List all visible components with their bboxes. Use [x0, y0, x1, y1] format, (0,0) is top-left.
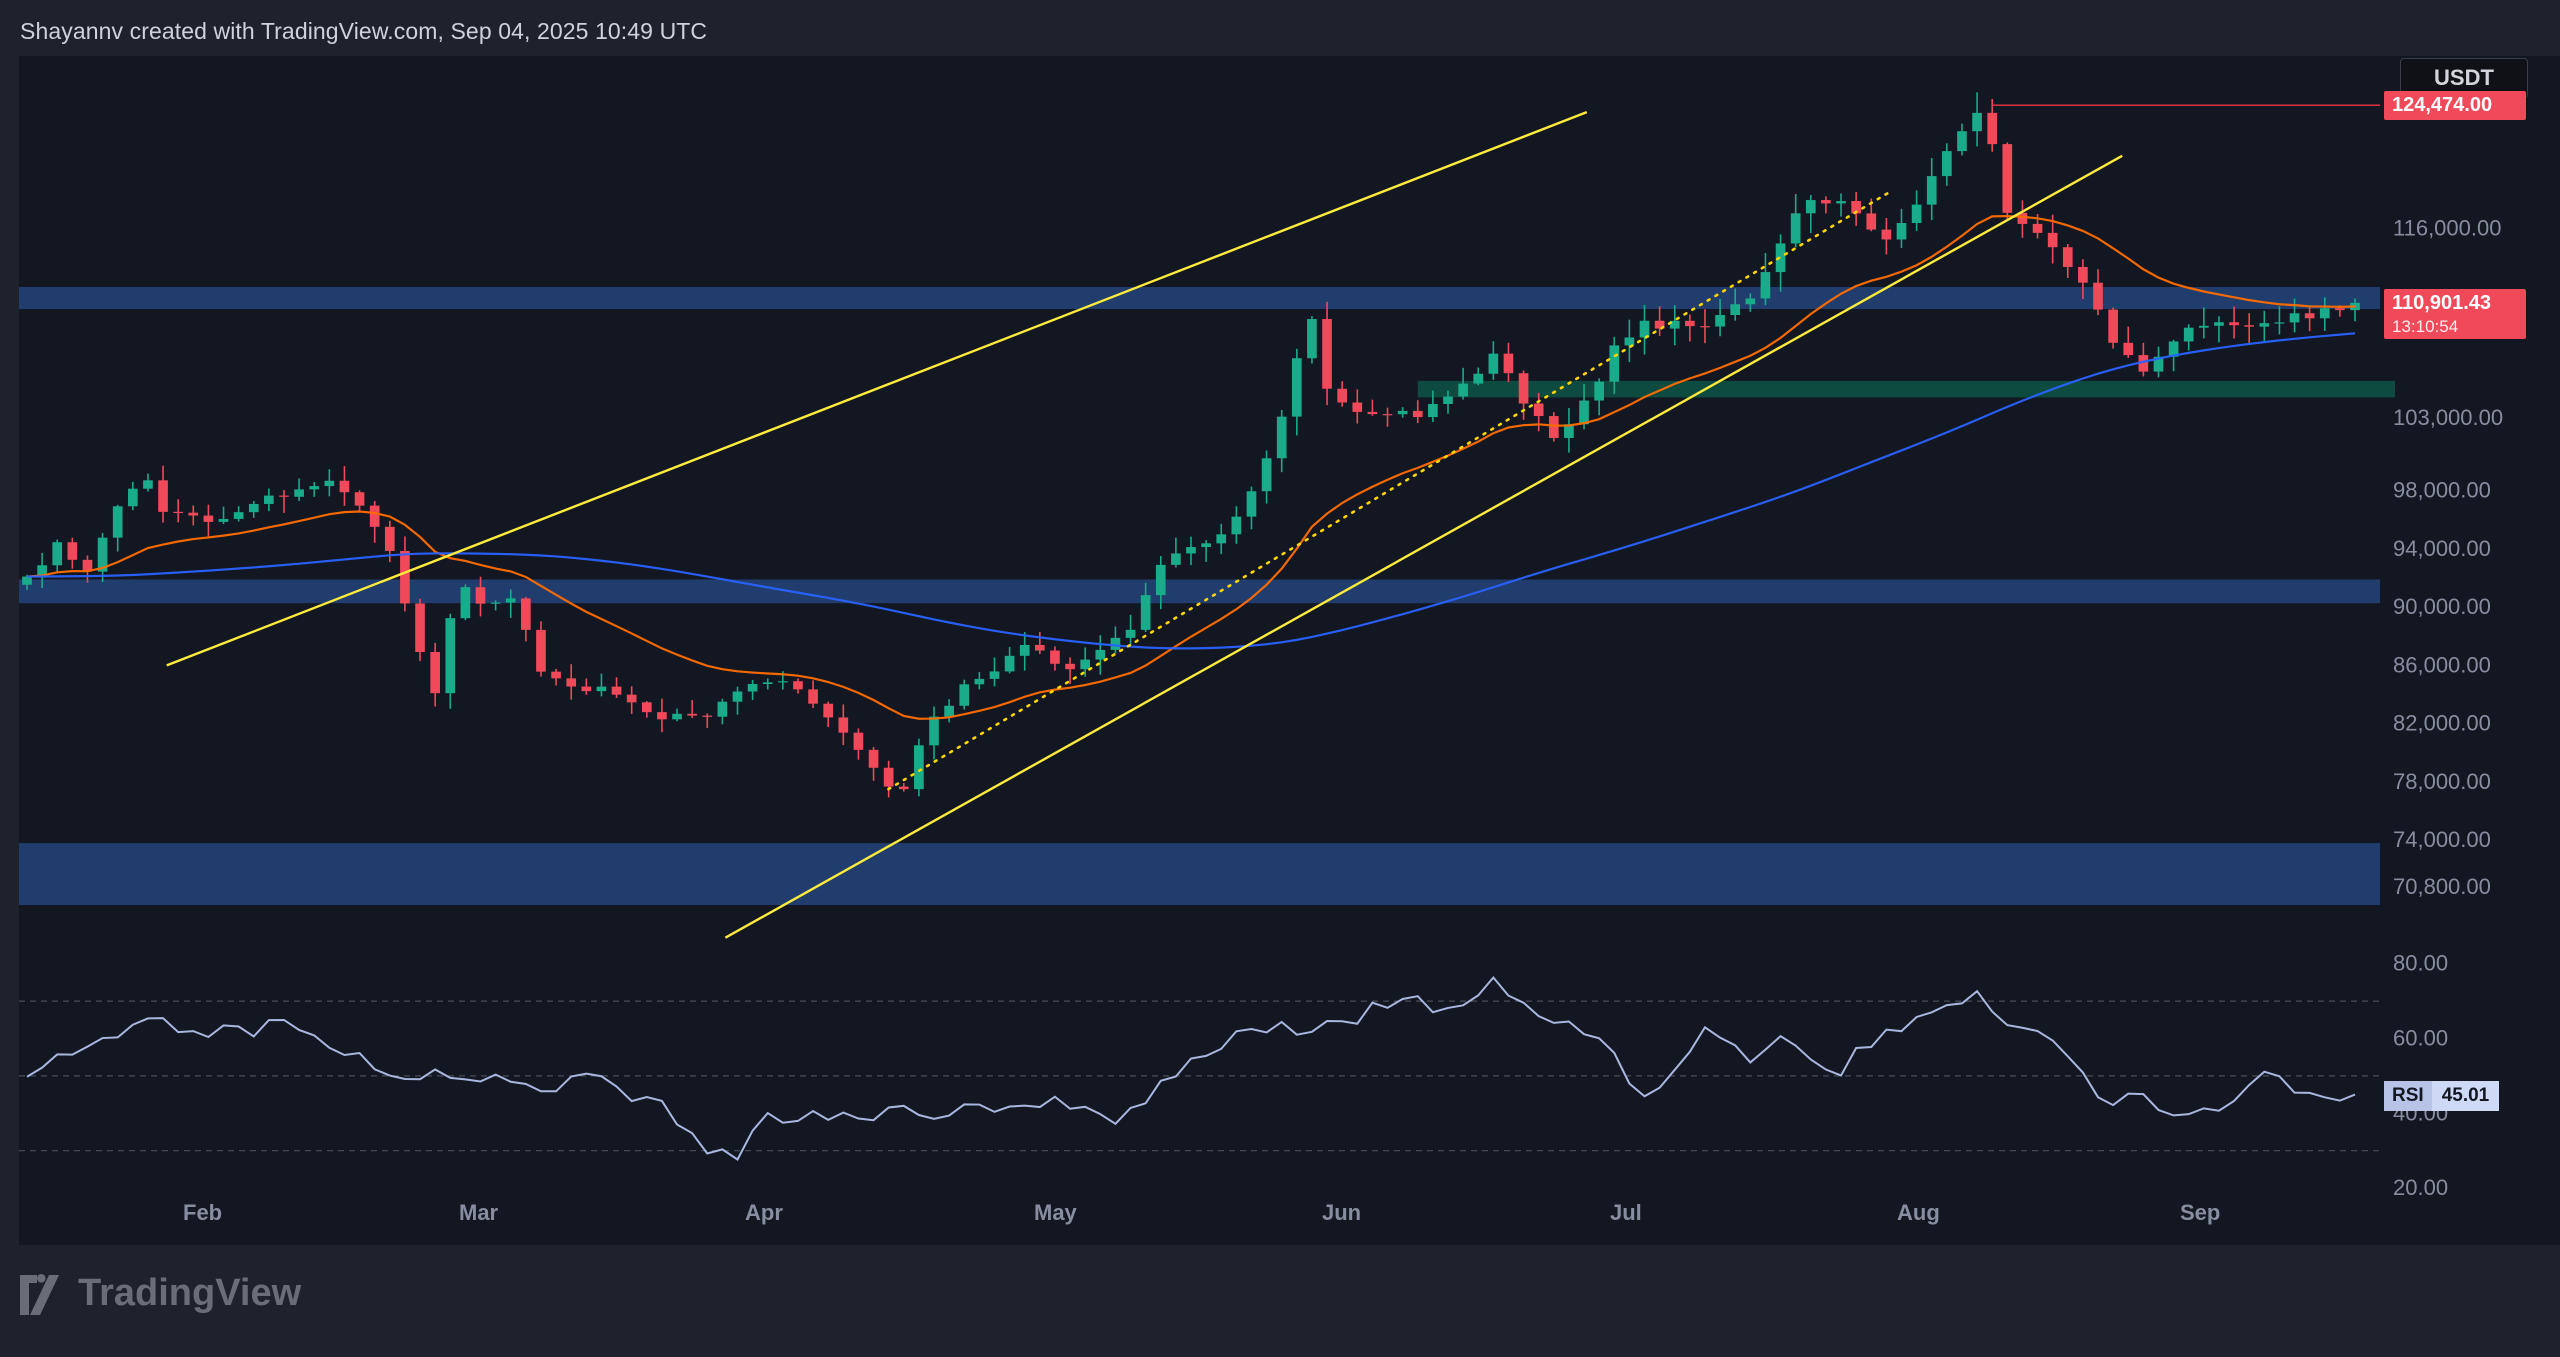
svg-text:86,000.00: 86,000.00 — [2393, 652, 2491, 677]
svg-text:82,000.00: 82,000.00 — [2393, 711, 2491, 736]
svg-text:98,000.00: 98,000.00 — [2393, 478, 2491, 503]
svg-text:116,000.00: 116,000.00 — [2393, 216, 2501, 241]
svg-text:78,000.00: 78,000.00 — [2393, 769, 2491, 794]
svg-text:70,800.00: 70,800.00 — [2393, 874, 2491, 899]
svg-text:94,000.00: 94,000.00 — [2393, 536, 2491, 561]
svg-text:90,000.00: 90,000.00 — [2393, 594, 2491, 619]
svg-text:103,000.00: 103,000.00 — [2393, 405, 2503, 430]
svg-text:74,000.00: 74,000.00 — [2393, 827, 2491, 852]
svg-text:80.00: 80.00 — [2393, 951, 2448, 976]
svg-text:20.00: 20.00 — [2393, 1175, 2448, 1200]
svg-text:60.00: 60.00 — [2393, 1026, 2448, 1051]
